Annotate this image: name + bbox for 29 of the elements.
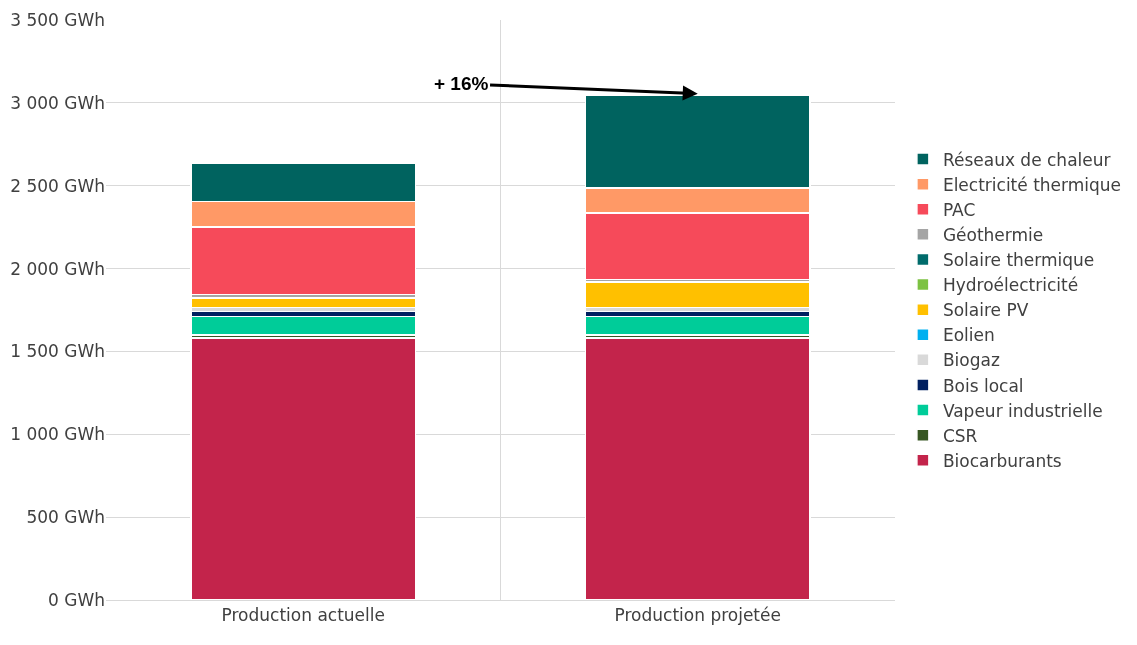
legend-label: Bois local (942, 375, 1024, 396)
y-tick-label: 3 500 GWh (10, 9, 105, 30)
y-tick-label: 3 000 GWh (10, 92, 105, 113)
y-tick-label: 1 000 GWh (10, 424, 105, 445)
legend-label: Biocarburants (942, 450, 1062, 471)
bar (584, 315, 811, 336)
y-tick-label: 2 500 GWh (10, 175, 105, 196)
legend-label: Vapeur industrielle (942, 400, 1103, 421)
y-tick-label: 500 GWh (26, 507, 105, 528)
legend-label: Eolien (942, 325, 995, 346)
legend-label: CSR (942, 425, 978, 446)
bar (190, 337, 417, 600)
legend-label: Réseaux de chaleur (942, 149, 1111, 170)
legend-label: PAC (942, 199, 976, 220)
y-tick-label: 1 500 GWh (10, 341, 105, 362)
legend-label: Solaire PV (942, 300, 1029, 321)
y-tick-label: 0 GWh (48, 589, 105, 610)
legend-label: Solaire thermique (942, 250, 1095, 271)
annotation: + 16% (434, 73, 489, 94)
y-tick-label: 2 000 GWh (10, 258, 105, 279)
x-tick-label: Production actuelle (221, 605, 385, 626)
bar (584, 337, 811, 600)
legend-label: Electricité thermique (942, 174, 1122, 195)
legend-label: Géothermie (942, 224, 1044, 245)
x-tick-label: Production projetée (614, 605, 781, 626)
bar (190, 315, 417, 336)
legend-label: Hydroélectricité (942, 275, 1079, 296)
bar (584, 281, 811, 309)
legend-label: Biogaz (942, 350, 1000, 371)
